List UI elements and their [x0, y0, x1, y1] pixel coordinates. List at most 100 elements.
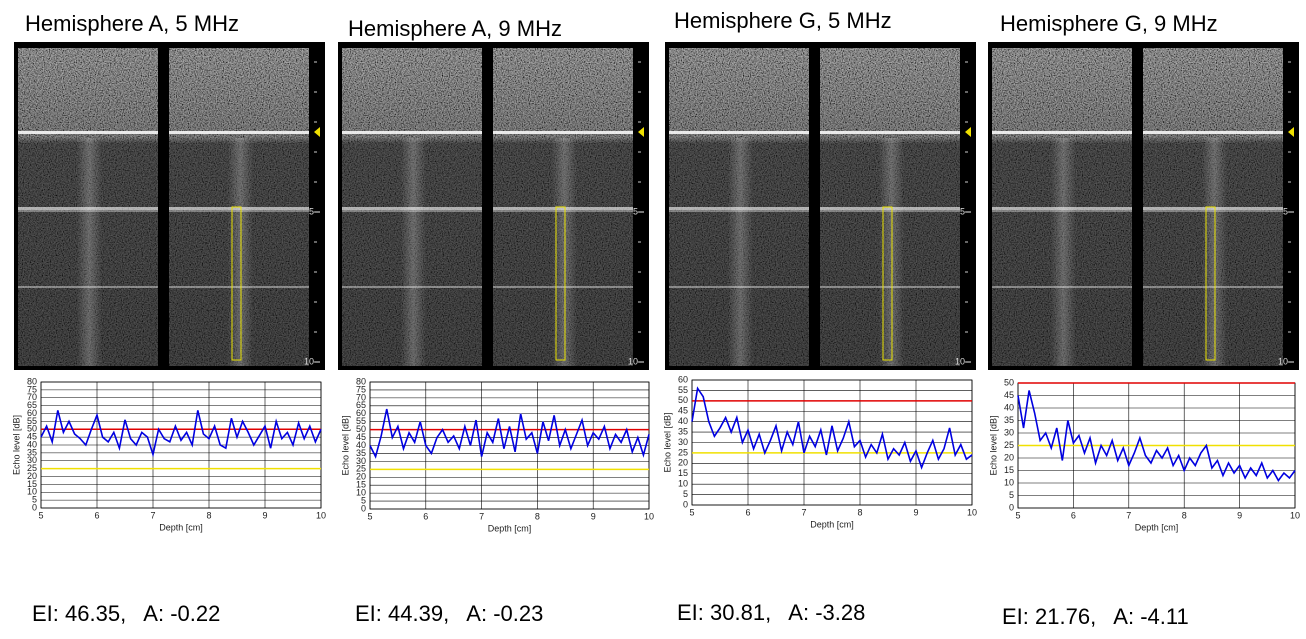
- caption: EI: 46.35, A: -0.22: [32, 601, 220, 626]
- ultrasound-image: 5 10: [14, 42, 325, 370]
- y-tick-label: 5: [32, 495, 37, 505]
- x-tick-label: 6: [423, 511, 428, 521]
- reflection: [992, 210, 1132, 212]
- focus-marker: [965, 127, 971, 137]
- y-tick-label: 30: [678, 437, 688, 447]
- y-tick-label: 20: [356, 472, 366, 482]
- y-tick-label: 40: [1004, 402, 1014, 412]
- shadow-column: [76, 138, 102, 366]
- depth-label: 5: [960, 206, 965, 216]
- x-tick-label: 9: [591, 511, 596, 521]
- panel-title: Hemisphere G, 5 MHz: [674, 8, 892, 33]
- y-tick-label: 50: [678, 395, 688, 405]
- x-tick-label: 9: [262, 510, 267, 520]
- reflection: [342, 210, 482, 212]
- reflection: [493, 210, 633, 212]
- data-line: [369, 408, 650, 459]
- reflection: [669, 286, 809, 288]
- y-tick-label: 25: [678, 447, 688, 457]
- reflection: [1143, 131, 1283, 134]
- y-tick-label: 30: [356, 456, 366, 466]
- x-tick-label: 10: [316, 510, 326, 520]
- y-tick-label: 55: [27, 416, 37, 426]
- y-tick-label: 15: [27, 479, 37, 489]
- y-tick-label: 5: [361, 495, 366, 505]
- depth-label: 10: [1278, 356, 1288, 366]
- x-tick-label: 10: [1290, 510, 1300, 520]
- panel-title: Hemisphere G, 9 MHz: [1000, 11, 1218, 36]
- y-tick-label: 35: [678, 426, 688, 436]
- y-tick-label: 60: [27, 408, 37, 418]
- reflection: [493, 131, 633, 134]
- reflection: [169, 131, 309, 134]
- reflection: [992, 207, 1132, 210]
- y-tick-label: 65: [27, 400, 37, 410]
- y-tick-label: 0: [32, 502, 37, 512]
- y-tick-label: 45: [678, 406, 688, 416]
- x-axis-label: Depth [cm]: [1135, 522, 1179, 532]
- y-tick-label: 10: [27, 487, 37, 497]
- shadow-column: [400, 138, 426, 366]
- reflection: [18, 286, 158, 288]
- reflection: [820, 131, 960, 134]
- x-tick-label: 9: [1237, 510, 1242, 520]
- reflection: [820, 210, 960, 212]
- y-tick-label: 0: [1009, 502, 1014, 512]
- x-tick-label: 8: [206, 510, 211, 520]
- x-tick-label: 8: [1182, 510, 1187, 520]
- y-tick-label: 70: [356, 392, 366, 402]
- y-tick-label: 0: [683, 499, 688, 509]
- roi-box: [231, 206, 242, 361]
- caption: EI: 44.39, A: -0.23: [355, 601, 543, 626]
- panel-title: Hemisphere A, 5 MHz: [25, 11, 239, 36]
- x-axis-label: Depth [cm]: [159, 522, 203, 532]
- y-tick-label: 10: [1004, 477, 1014, 487]
- x-tick-label: 10: [967, 507, 977, 517]
- x-tick-label: 6: [1071, 510, 1076, 520]
- y-tick-label: 75: [356, 384, 366, 394]
- roi-box: [555, 206, 566, 361]
- shadow-column: [1050, 138, 1076, 366]
- y-tick-label: 35: [356, 448, 366, 458]
- y-tick-label: 25: [356, 464, 366, 474]
- y-tick-label: 45: [356, 432, 366, 442]
- reflection: [1143, 207, 1283, 210]
- focus-marker: [314, 127, 320, 137]
- y-tick-label: 50: [27, 424, 37, 434]
- depth-label: 5: [633, 206, 638, 216]
- reflection: [493, 286, 633, 288]
- reflection: [342, 207, 482, 210]
- reflection: [992, 286, 1132, 288]
- shadow-column: [727, 138, 753, 366]
- y-tick-label: 5: [683, 489, 688, 499]
- y-tick-label: 45: [1004, 390, 1014, 400]
- depth-label: 10: [955, 356, 965, 366]
- data-line: [1017, 390, 1296, 482]
- x-tick-label: 5: [367, 511, 372, 521]
- x-tick-label: 7: [479, 511, 484, 521]
- x-tick-label: 8: [535, 511, 540, 521]
- y-axis-label: Echo level [dB]: [11, 415, 21, 475]
- depth-label: 5: [309, 206, 314, 216]
- y-tick-label: 15: [678, 468, 688, 478]
- reflection: [169, 210, 309, 212]
- reflection: [18, 131, 158, 134]
- y-axis-label: Echo level [dB]: [662, 412, 672, 472]
- reflection: [820, 207, 960, 210]
- depth-label: 5: [1283, 206, 1288, 216]
- y-tick-label: 25: [1004, 440, 1014, 450]
- caption: EI: 30.81, A: -3.28: [677, 600, 865, 625]
- reflection: [18, 207, 158, 210]
- y-tick-label: 55: [678, 385, 688, 395]
- y-tick-label: 40: [356, 440, 366, 450]
- y-tick-label: 0: [361, 503, 366, 513]
- reflection: [820, 286, 960, 288]
- y-tick-label: 45: [27, 432, 37, 442]
- x-tick-label: 7: [801, 507, 806, 517]
- ultrasound-image: 5 10: [988, 42, 1299, 370]
- y-tick-label: 60: [356, 408, 366, 418]
